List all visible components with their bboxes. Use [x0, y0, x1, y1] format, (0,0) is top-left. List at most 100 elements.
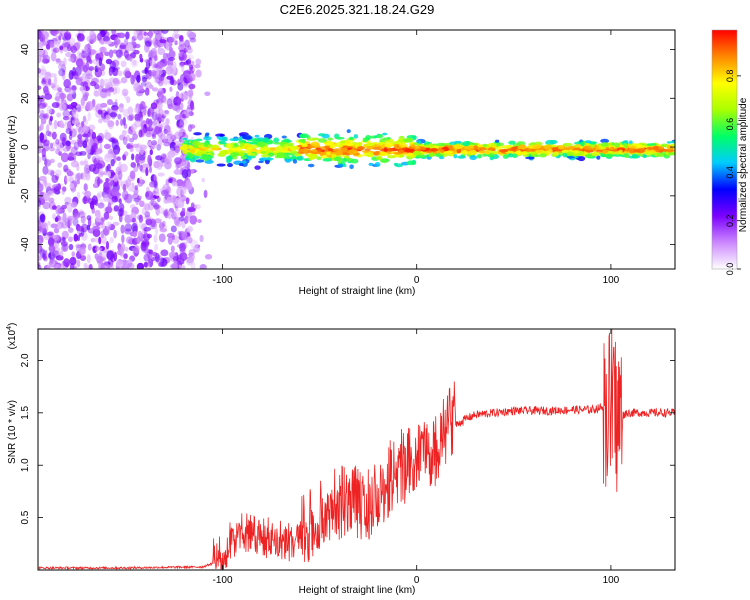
heatmap-tone-cell: [600, 138, 610, 143]
heatmap-tone-cell: [233, 142, 239, 148]
heatmap-noise-cell: [152, 118, 160, 128]
heatmap-noise-cell: [155, 205, 160, 216]
heatmap-noise-cell: [132, 230, 138, 238]
heatmap-noise-cell: [120, 118, 124, 127]
heatmap-noise-cell: [54, 238, 58, 247]
heatmap-noise-cell: [116, 250, 122, 256]
heatmap-noise-cell: [185, 197, 190, 203]
heatmap-noise-cell: [86, 35, 91, 43]
heatmap-noise-cell: [178, 102, 184, 111]
heatmap-noise-cell: [62, 116, 70, 121]
heatmap-noise-cell: [70, 128, 77, 138]
heatmap-noise-cell: [117, 70, 123, 77]
heatmap-tone-cell: [280, 150, 290, 153]
heatmap-noise-cell: [78, 126, 84, 135]
heatmap-noise-cell: [68, 134, 73, 141]
heatmap-tone-cell: [596, 155, 601, 160]
heatmap-noise-cell: [63, 31, 72, 40]
heatmap-noise-cell: [161, 95, 167, 103]
heatmap-noise-cell: [55, 58, 61, 63]
heatmap-noise-cell: [181, 62, 185, 73]
heatmap-noise-cell: [136, 74, 141, 83]
heatmap-noise-cell: [55, 138, 60, 145]
heatmap-noise-cell: [42, 54, 51, 64]
heatmap-noise-cell: [131, 222, 138, 233]
heatmap-noise-cell: [152, 37, 159, 46]
heatmap-noise-cell: [49, 115, 53, 122]
heatmap-tone-cell: [332, 148, 343, 152]
heatmap-noise-cell: [184, 39, 190, 48]
heatmap-noise-cell: [126, 96, 131, 104]
heatmap-noise-cell: [131, 247, 135, 255]
heatmap-noise-cell: [129, 204, 136, 210]
heatmap-noise-cell: [75, 107, 82, 113]
heatmap-noise-cell: [179, 242, 186, 252]
heatmap-noise-cell: [162, 52, 169, 61]
heatmap-tone-cell: [377, 151, 388, 157]
heatmap-noise-cell: [186, 75, 193, 85]
heatmap-tone-cell: [667, 144, 673, 150]
heatmap-noise-cell: [107, 202, 112, 212]
heatmap-noise-cell: [88, 263, 93, 269]
colorbar-tick-label: 0.6: [725, 118, 735, 131]
heatmap-noise-cell: [108, 176, 114, 187]
heatmap-noise-cell: [169, 147, 175, 155]
heatmap-noise-cell: [136, 32, 144, 41]
heatmap-noise-cell: [131, 217, 136, 223]
heatmap-noise-cell: [107, 120, 115, 128]
heatmap-tone-cell: [436, 142, 446, 147]
x-tick-label: 0: [414, 275, 420, 286]
heatmap-noise-cell: [84, 118, 88, 126]
heatmap-noise-cell: [70, 160, 79, 168]
heatmap-tone-cell: [382, 132, 388, 136]
heatmap-noise-cell: [178, 216, 185, 222]
heatmap-noise-cell: [143, 226, 152, 232]
heatmap-noise-cell: [167, 36, 175, 43]
heatmap-noise-cell: [52, 213, 56, 220]
heatmap-noise-cell: [78, 211, 86, 219]
heatmap-noise-cell: [60, 241, 68, 247]
heatmap-tone-cell: [566, 155, 575, 159]
heatmap-noise-cell: [42, 114, 48, 119]
heatmap-noise-cell: [38, 202, 41, 211]
heatmap-noise-cell: [81, 172, 87, 181]
heatmap-tone-cell: [258, 160, 264, 164]
heatmap-noise-cell: [123, 151, 129, 157]
heatmap-noise-cell: [121, 88, 129, 97]
heatmap-noise-cell: [106, 264, 115, 269]
heatmap-noise-cell: [68, 71, 72, 81]
heatmap-tone-cell: [652, 145, 660, 151]
heatmap-noise-cell: [59, 92, 67, 100]
heatmap-noise-cell: [147, 108, 151, 115]
heatmap-noise-cell: [116, 156, 121, 162]
heatmap-noise-cell: [177, 96, 181, 106]
heatmap-noise-cell: [70, 104, 74, 110]
heatmap-noise-cell: [124, 223, 132, 232]
heatmap-tone-cell: [566, 151, 574, 157]
heatmap-noise-cell: [159, 207, 165, 215]
heatmap-noise-cell: [70, 45, 78, 54]
heatmap-tone-cell: [491, 145, 497, 148]
heatmap-tone-cell: [385, 142, 394, 148]
heatmap-noise-cell: [108, 49, 114, 59]
heatmap-noise-cell: [133, 197, 141, 203]
heatmap-noise-cell: [179, 246, 186, 256]
heatmap-noise-cell: [53, 40, 59, 47]
heatmap-tone-cell: [357, 141, 363, 146]
heatmap-noise-cell: [144, 215, 151, 220]
heatmap-tone-cell: [421, 146, 426, 151]
heatmap-tone-cell: [229, 138, 240, 142]
heatmap-noise-cell: [171, 262, 178, 269]
heatmap-noise-cell: [52, 184, 60, 190]
heatmap-noise-cell: [165, 41, 170, 51]
heatmap-tone-cell: [482, 143, 488, 147]
heatmap-tone-cell: [251, 138, 260, 144]
heatmap-tone-cell: [515, 150, 522, 155]
heatmap-noise-cell: [61, 204, 68, 210]
heatmap-tone-cell: [240, 142, 245, 147]
heatmap-noise-cell: [46, 231, 54, 236]
heatmap-noise-cell: [143, 123, 147, 134]
heatmap-tone-cell: [291, 155, 297, 160]
heatmap-noise-cell: [75, 41, 81, 49]
heatmap-tone-cell: [197, 144, 204, 148]
